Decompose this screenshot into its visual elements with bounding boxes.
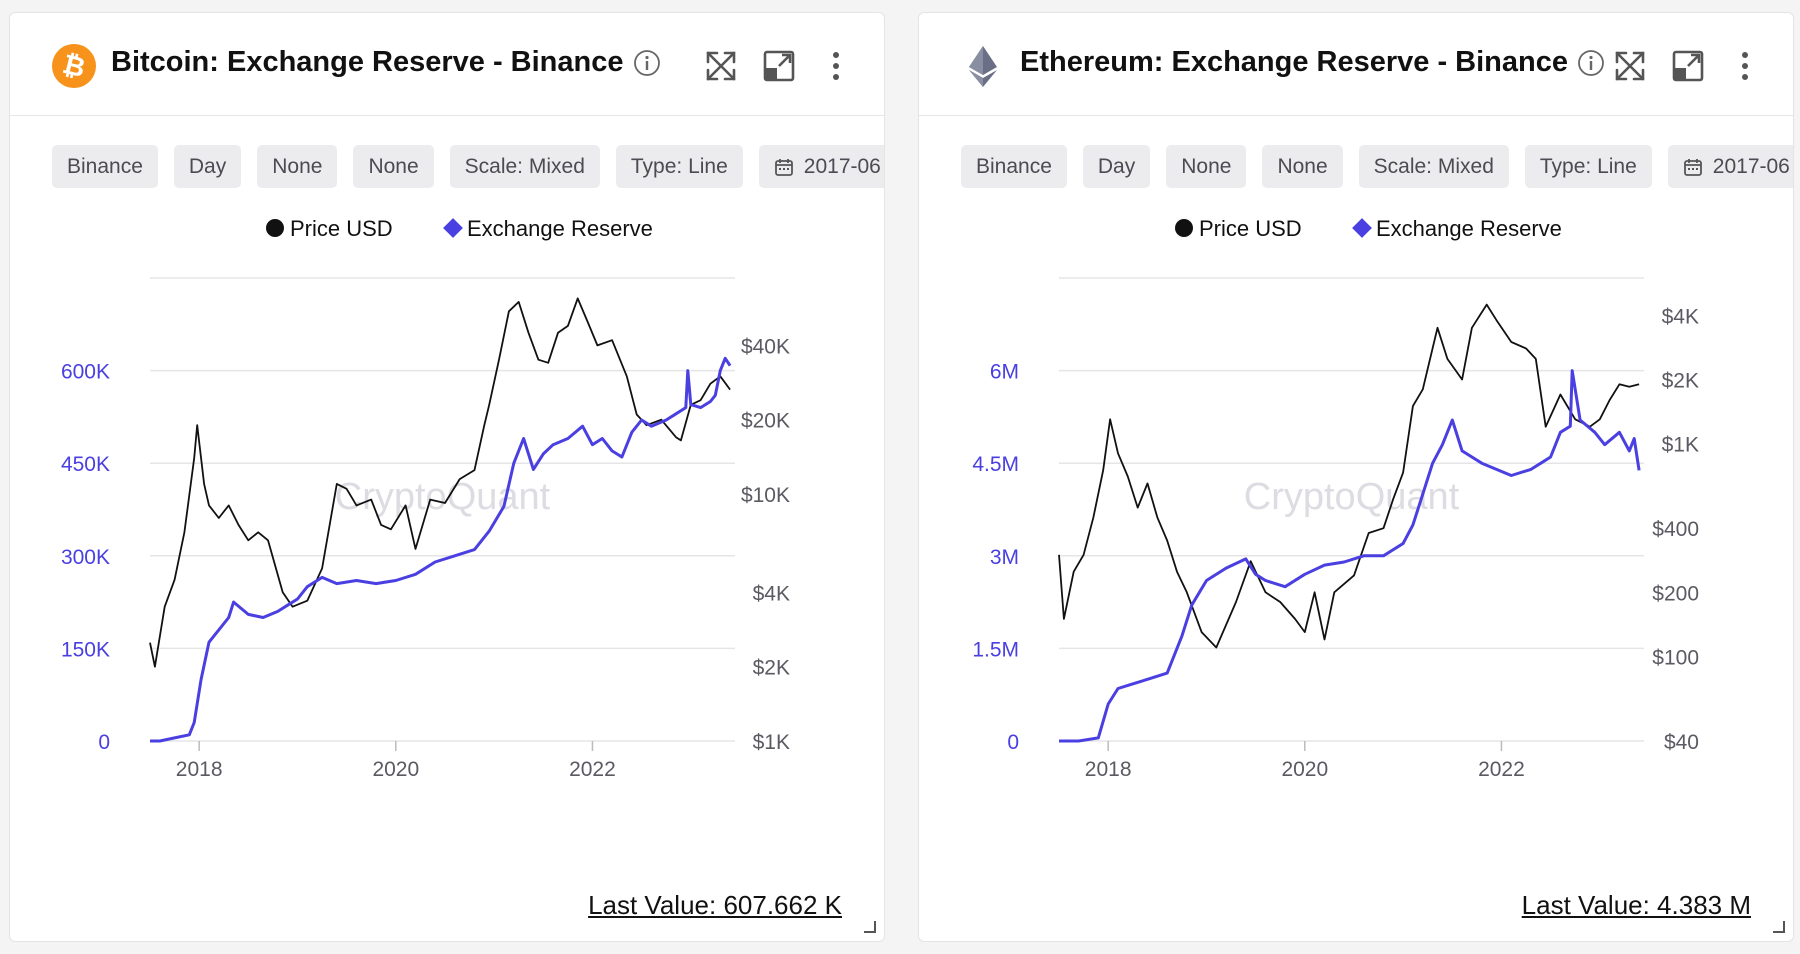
info-icon[interactable]: [1577, 49, 1605, 77]
legend-reserve-label: Exchange Reserve: [467, 216, 653, 241]
legend-reserve-label: Exchange Reserve: [1376, 216, 1562, 241]
legend-reserve-marker: [443, 218, 463, 238]
bitcoin-chart-card: ₿ Bitcoin: Exchange Reserve - Binance: [9, 12, 885, 942]
y-right-tick-label: $200: [1652, 582, 1699, 605]
date-range-filter[interactable]: 2017-06: [758, 145, 884, 188]
y-left-tick-label: 6M: [990, 361, 1019, 384]
y-right-tick-label: $40: [1664, 731, 1699, 754]
card-header: Ethereum: Exchange Reserve - Binance: [919, 13, 1793, 116]
window-filter[interactable]: Day: [1082, 145, 1151, 188]
y-left-tick-label: 150K: [61, 638, 110, 661]
y-right-tick-label: $2K: [753, 657, 790, 680]
resize-handle-icon[interactable]: [1771, 919, 1785, 933]
x-tick-label: 2020: [372, 758, 419, 781]
x-tick-label: 2020: [1281, 758, 1328, 781]
bitcoin-icon: ₿: [52, 44, 96, 88]
y-right-tick-label: $4K: [753, 582, 790, 605]
y-right-tick-label: $20K: [741, 410, 790, 433]
compare-filter[interactable]: None: [1262, 145, 1343, 188]
y-left-tick-label: 3M: [990, 546, 1019, 569]
y-left-tick-label: 600K: [61, 361, 110, 384]
x-tick-label: 2022: [569, 758, 616, 781]
date-range-filter[interactable]: 2017-06: [1667, 145, 1793, 188]
y-right-tick-label: $40K: [741, 335, 790, 358]
date-range-label: 2017-06: [1712, 155, 1790, 178]
exchange-reserve-line: [1059, 369, 1641, 743]
compare-filter[interactable]: None: [353, 145, 434, 188]
window-filter[interactable]: Day: [173, 145, 242, 188]
calendar-icon: [1683, 158, 1702, 176]
exchange-reserve-line: [150, 356, 732, 743]
filter-bar: Binance Day None None Scale: Mixed Type:…: [961, 145, 1793, 188]
ethereum-chart-card: Ethereum: Exchange Reserve - Binance: [918, 12, 1794, 942]
info-icon[interactable]: [633, 49, 661, 77]
y-right-tick-label: $400: [1652, 518, 1699, 541]
y-right-tick-label: $1K: [1662, 434, 1699, 457]
chart-area: CryptoQuant 0 1.5M 3M 4.5M 6M $40 $100 $200 $400 $…: [972, 216, 1699, 781]
more-options-icon[interactable]: [1724, 45, 1766, 87]
chart-title: Ethereum: Exchange Reserve - Binance: [1020, 46, 1605, 79]
last-value: Last Value: 607.662 K: [588, 890, 842, 920]
resize-handle-icon[interactable]: [862, 919, 876, 933]
filter-bar: Binance Day None None Scale: Mixed Type:…: [52, 145, 884, 188]
price-usd-line: [1058, 303, 1640, 649]
exchange-filter[interactable]: Binance: [961, 145, 1067, 188]
ethereum-icon: [969, 46, 997, 87]
open-in-new-icon[interactable]: [758, 45, 800, 87]
y-left-tick-label: 450K: [61, 453, 110, 476]
fullscreen-icon[interactable]: [1609, 45, 1651, 87]
date-range-label: 2017-06: [803, 155, 881, 178]
legend-price-marker: [1175, 219, 1193, 237]
y-left-tick-label: 0: [1007, 731, 1019, 754]
card-header: ₿ Bitcoin: Exchange Reserve - Binance: [10, 13, 884, 116]
legend-price-marker: [266, 219, 284, 237]
exchange-filter[interactable]: Binance: [52, 145, 158, 188]
y-right-tick-label: $100: [1652, 646, 1699, 669]
legend-reserve-marker: [1352, 218, 1372, 238]
x-tick-label: 2022: [1478, 758, 1525, 781]
sma-filter[interactable]: None: [1166, 145, 1247, 188]
fullscreen-icon[interactable]: [700, 45, 742, 87]
chart-title: Bitcoin: Exchange Reserve - Binance: [111, 46, 661, 79]
last-value: Last Value: 4.383 M: [1521, 890, 1751, 920]
more-options-icon[interactable]: [815, 45, 857, 87]
watermark: CryptoQuant: [335, 476, 551, 518]
legend-price-label: Price USD: [290, 216, 393, 241]
y-left-tick-label: 4.5M: [972, 453, 1019, 476]
price-usd-line: [149, 297, 731, 668]
y-right-tick-label: $2K: [1662, 370, 1699, 393]
y-right-tick-label: $1K: [753, 731, 790, 754]
y-right-tick-label: $10K: [741, 484, 790, 507]
type-filter[interactable]: Type: Line: [1524, 145, 1652, 188]
scale-filter[interactable]: Scale: Mixed: [1358, 145, 1509, 188]
y-left-tick-label: 1.5M: [972, 638, 1019, 661]
scale-filter[interactable]: Scale: Mixed: [449, 145, 600, 188]
y-left-tick-label: 0: [98, 731, 110, 754]
sma-filter[interactable]: None: [257, 145, 338, 188]
x-tick-label: 2018: [176, 758, 223, 781]
open-in-new-icon[interactable]: [1667, 45, 1709, 87]
type-filter[interactable]: Type: Line: [615, 145, 743, 188]
x-tick-label: 2018: [1085, 758, 1132, 781]
y-right-tick-label: $4K: [1662, 305, 1699, 328]
chart-title-text: Ethereum: Exchange Reserve - Binance: [1020, 46, 1568, 78]
watermark: CryptoQuant: [1244, 476, 1460, 518]
y-left-tick-label: 300K: [61, 546, 110, 569]
legend-price-label: Price USD: [1199, 216, 1302, 241]
chart-area: CryptoQuant 0 150K 300K 450K 600K $1K $2K $4K $10…: [61, 216, 790, 781]
calendar-icon: [774, 158, 793, 176]
chart-title-text: Bitcoin: Exchange Reserve - Binance: [111, 46, 624, 78]
